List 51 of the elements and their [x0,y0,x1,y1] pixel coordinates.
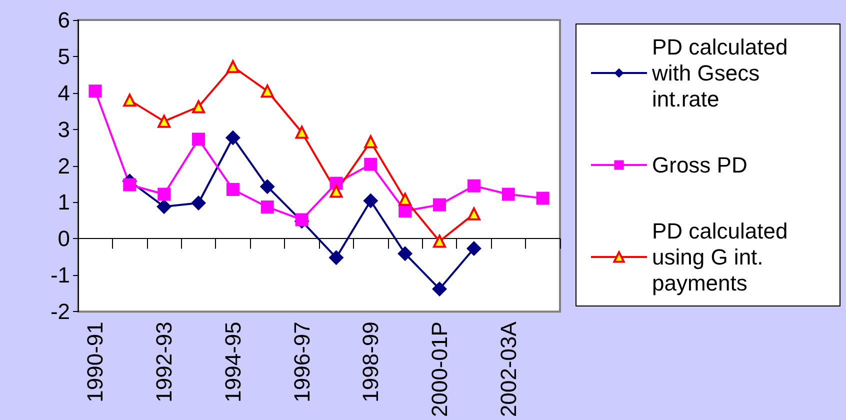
point [158,188,171,201]
point [467,207,480,220]
point [466,241,482,256]
point [364,135,378,148]
point [158,114,171,128]
x-tick-label: 2000-01P [427,322,452,418]
point [502,188,515,201]
point [364,158,378,171]
point [295,126,308,139]
point [226,60,240,74]
point [432,281,447,296]
point [363,193,378,208]
point [260,200,274,214]
y-tick-label: -1 [50,262,70,288]
y-tick-label: 4 [58,80,70,106]
point [156,199,172,214]
point [433,234,446,248]
x-tick-label: 1996-97 [289,322,314,402]
point [192,132,205,146]
y-tick-label: 0 [58,226,70,252]
point [467,179,480,192]
legend-label: Gross PD [652,152,748,178]
y-tick-label: 6 [58,8,70,32]
x-tick-label: 1990-91 [82,322,108,402]
point [260,179,275,194]
x-tick-label: 1992-93 [152,322,177,402]
point [123,178,136,192]
x-tick-label: 2002-03A [496,321,521,418]
y-tick-label: 1 [58,190,70,215]
y-tick-label: -2 [50,299,70,324]
point [192,100,205,114]
point [123,94,136,107]
y-tick-label: 5 [58,44,70,69]
point [88,84,102,98]
legend-label: PD calculated using G int. payments [652,218,794,296]
y-tick-label: 3 [58,116,70,142]
y-tick-label: 2 [58,153,70,178]
point [226,182,240,196]
point [433,198,446,212]
point [328,250,344,266]
x-tick-label: 1998-99 [358,322,384,402]
point [191,195,206,210]
legend-label: PD calculated with Gsecs int.rate [651,34,794,112]
point [295,213,308,226]
point [330,184,343,198]
point [398,192,412,206]
x-tick-label: 1994-95 [220,322,246,402]
point [260,84,274,98]
point [536,192,550,205]
point [398,246,413,262]
point [225,130,240,146]
